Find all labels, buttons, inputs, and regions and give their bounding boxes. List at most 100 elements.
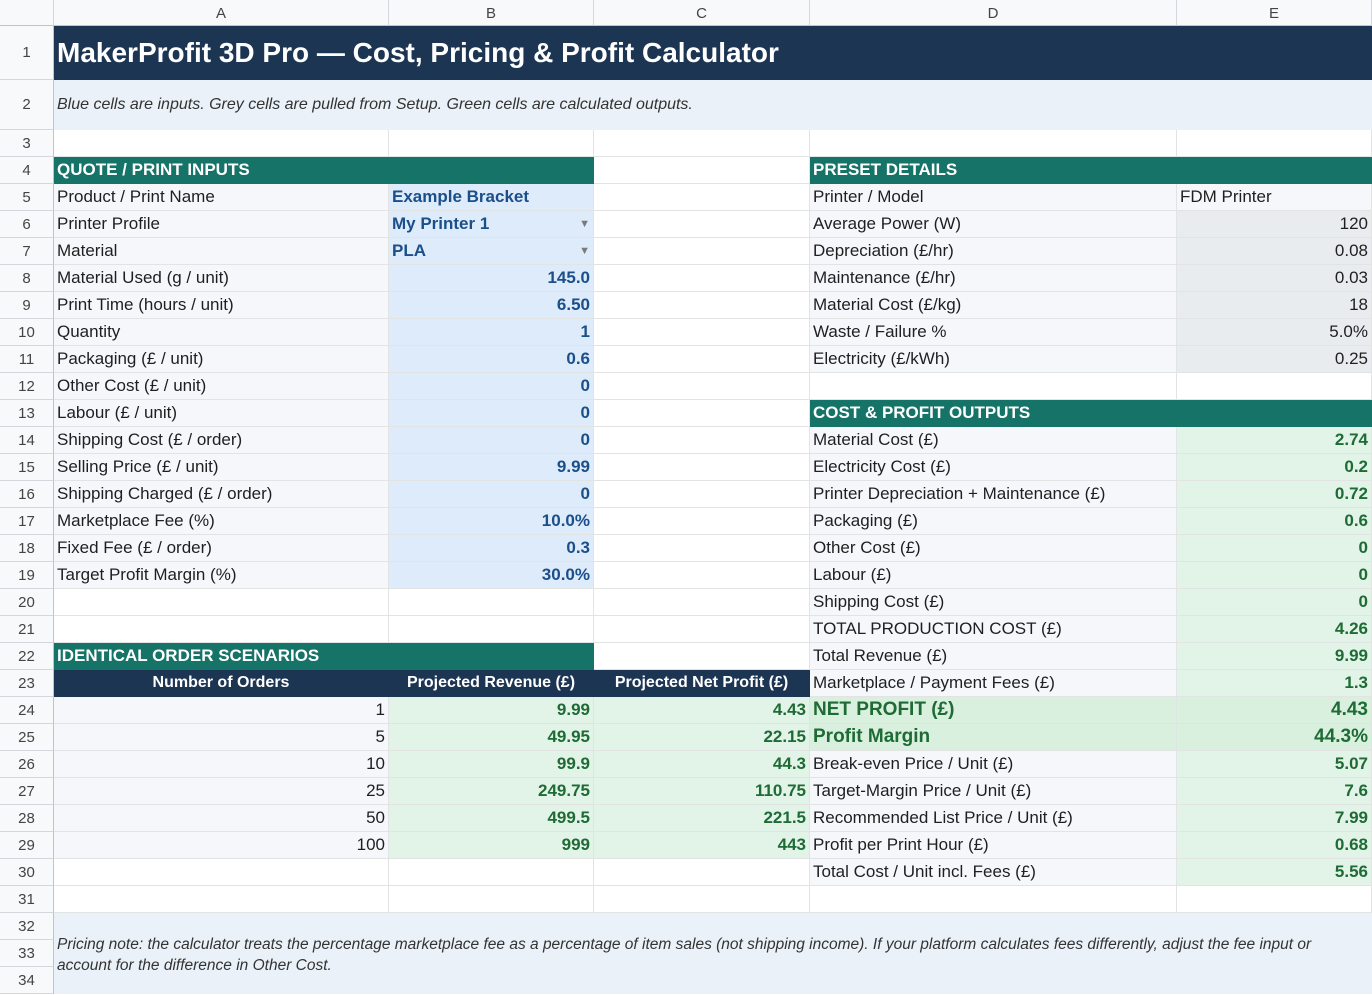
input-value[interactable]: Example Bracket xyxy=(389,184,594,211)
page-title[interactable]: MakerProfit 3D Pro — Cost, Pricing & Pro… xyxy=(54,26,1372,80)
output-value[interactable]: 2.74 xyxy=(1177,427,1372,454)
scenario-profit[interactable]: 443 xyxy=(594,832,810,859)
row-header-2[interactable]: 2 xyxy=(0,80,54,130)
row-header-19[interactable]: 19 xyxy=(0,562,54,589)
grid-cell[interactable] xyxy=(594,373,810,400)
row-header-33[interactable]: 33 xyxy=(0,940,54,967)
row-header-34[interactable]: 34 xyxy=(0,967,54,994)
output-value[interactable]: 7.99 xyxy=(1177,805,1372,832)
grid-cell[interactable] xyxy=(594,184,810,211)
pricing-note[interactable]: Pricing note: the calculator treats the … xyxy=(54,913,1372,994)
row-header-23[interactable]: 23 xyxy=(0,670,54,697)
grid-cell[interactable] xyxy=(594,481,810,508)
grid-cell[interactable] xyxy=(594,130,810,157)
row-header-4[interactable]: 4 xyxy=(0,157,54,184)
output-value[interactable]: 4.43 xyxy=(1177,697,1372,724)
row-header-6[interactable]: 6 xyxy=(0,211,54,238)
input-value[interactable]: 30.0% xyxy=(389,562,594,589)
scenario-profit[interactable]: 44.3 xyxy=(594,751,810,778)
grid-cell[interactable] xyxy=(594,346,810,373)
row-header-5[interactable]: 5 xyxy=(0,184,54,211)
output-value[interactable]: 0.6 xyxy=(1177,508,1372,535)
output-value[interactable]: 0.2 xyxy=(1177,454,1372,481)
output-value[interactable]: 9.99 xyxy=(1177,643,1372,670)
row-header-17[interactable]: 17 xyxy=(0,508,54,535)
scenario-orders[interactable]: 10 xyxy=(54,751,389,778)
row-header-8[interactable]: 8 xyxy=(0,265,54,292)
output-value[interactable]: 4.26 xyxy=(1177,616,1372,643)
output-value[interactable]: 5.56 xyxy=(1177,859,1372,886)
grid-cell[interactable] xyxy=(594,616,810,643)
row-header-9[interactable]: 9 xyxy=(0,292,54,319)
row-header-30[interactable]: 30 xyxy=(0,859,54,886)
column-header-b[interactable]: B xyxy=(389,0,594,26)
grid-cell[interactable] xyxy=(54,859,389,886)
scenario-revenue[interactable]: 999 xyxy=(389,832,594,859)
scenario-revenue[interactable]: 99.9 xyxy=(389,751,594,778)
grid-cell[interactable] xyxy=(594,265,810,292)
output-value[interactable]: 5.07 xyxy=(1177,751,1372,778)
scenario-orders[interactable]: 100 xyxy=(54,832,389,859)
grid-cell[interactable] xyxy=(389,859,594,886)
column-header-c[interactable]: C xyxy=(594,0,810,26)
grid-cell[interactable] xyxy=(810,130,1177,157)
grid-cell[interactable] xyxy=(594,562,810,589)
output-value[interactable]: 1.3 xyxy=(1177,670,1372,697)
scenario-revenue[interactable]: 499.5 xyxy=(389,805,594,832)
dropdown-arrow-icon[interactable]: ▼ xyxy=(579,245,590,257)
row-header-24[interactable]: 24 xyxy=(0,697,54,724)
dropdown-arrow-icon[interactable]: ▼ xyxy=(579,218,590,230)
input-value[interactable]: 0 xyxy=(389,373,594,400)
row-header-11[interactable]: 11 xyxy=(0,346,54,373)
scenario-profit[interactable]: 221.5 xyxy=(594,805,810,832)
scenario-orders[interactable]: 25 xyxy=(54,778,389,805)
output-value[interactable]: 0 xyxy=(1177,535,1372,562)
preset-value[interactable]: 0.08 xyxy=(1177,238,1372,265)
row-header-22[interactable]: 22 xyxy=(0,643,54,670)
row-header-27[interactable]: 27 xyxy=(0,778,54,805)
input-value[interactable]: 6.50 xyxy=(389,292,594,319)
grid-cell[interactable] xyxy=(594,400,810,427)
grid-cell[interactable] xyxy=(594,319,810,346)
row-header-15[interactable]: 15 xyxy=(0,454,54,481)
input-value[interactable]: 10.0% xyxy=(389,508,594,535)
row-header-14[interactable]: 14 xyxy=(0,427,54,454)
grid-cell[interactable] xyxy=(54,616,389,643)
preset-value[interactable]: 5.0% xyxy=(1177,319,1372,346)
column-header-d[interactable]: D xyxy=(810,0,1177,26)
row-header-7[interactable]: 7 xyxy=(0,238,54,265)
row-header-25[interactable]: 25 xyxy=(0,724,54,751)
grid-cell[interactable] xyxy=(1177,373,1372,400)
row-header-29[interactable]: 29 xyxy=(0,832,54,859)
output-value[interactable]: 0.68 xyxy=(1177,832,1372,859)
grid-cell[interactable] xyxy=(594,292,810,319)
input-value[interactable]: 145.0 xyxy=(389,265,594,292)
row-header-26[interactable]: 26 xyxy=(0,751,54,778)
grid-cell[interactable] xyxy=(54,886,389,913)
output-value[interactable]: 0 xyxy=(1177,589,1372,616)
grid-cell[interactable] xyxy=(54,589,389,616)
scenario-revenue[interactable]: 49.95 xyxy=(389,724,594,751)
grid-cell[interactable] xyxy=(1177,886,1372,913)
grid-cell[interactable] xyxy=(810,886,1177,913)
scenario-orders[interactable]: 50 xyxy=(54,805,389,832)
grid-cell[interactable] xyxy=(594,643,810,670)
column-header-e[interactable]: E xyxy=(1177,0,1372,26)
grid-cell[interactable] xyxy=(389,130,594,157)
grid-cell[interactable] xyxy=(594,859,810,886)
row-header-1[interactable]: 1 xyxy=(0,26,54,80)
scenario-profit[interactable]: 4.43 xyxy=(594,697,810,724)
grid-cell[interactable] xyxy=(594,157,810,184)
row-header-13[interactable]: 13 xyxy=(0,400,54,427)
scenario-orders[interactable]: 5 xyxy=(54,724,389,751)
input-value[interactable]: 0 xyxy=(389,481,594,508)
grid-cell[interactable] xyxy=(389,886,594,913)
output-value[interactable]: 44.3% xyxy=(1177,724,1372,751)
grid-cell[interactable] xyxy=(594,508,810,535)
row-header-20[interactable]: 20 xyxy=(0,589,54,616)
subtitle-note[interactable]: Blue cells are inputs. Grey cells are pu… xyxy=(54,80,1372,130)
grid-cell[interactable] xyxy=(594,535,810,562)
column-header-a[interactable]: A xyxy=(54,0,389,26)
grid-cell[interactable] xyxy=(594,589,810,616)
row-header-18[interactable]: 18 xyxy=(0,535,54,562)
